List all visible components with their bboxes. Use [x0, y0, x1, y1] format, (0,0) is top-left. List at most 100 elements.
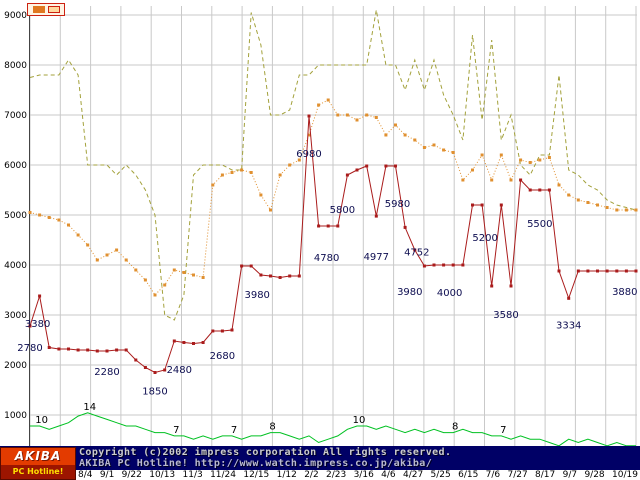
legend-mark-average: [32, 6, 45, 13]
average-price-marker: [240, 168, 244, 172]
lowest-price-marker: [451, 263, 455, 267]
x-axis-label: 9/1: [99, 470, 115, 480]
legend-mark-lowest: [47, 6, 60, 13]
legend-badge: [27, 3, 65, 16]
lowest-price-marker: [471, 203, 474, 207]
average-price-marker: [374, 116, 378, 119]
average-price-marker: [557, 183, 561, 187]
x-axis-label: 10/13: [149, 470, 176, 480]
x-axis-label: 11/24: [210, 470, 236, 480]
lowest-price-marker: [528, 188, 532, 192]
average-price-marker: [567, 193, 571, 197]
average-price-marker: [499, 153, 503, 157]
price-label: 6980: [296, 149, 321, 160]
lowest-price-marker: [86, 348, 90, 352]
average-price-marker: [586, 201, 590, 204]
lowest-price-marker: [297, 274, 301, 278]
average-price-marker: [163, 283, 167, 287]
lowest-price-marker: [624, 269, 628, 273]
price-label: 3580: [493, 310, 518, 321]
copyright-bar: [0, 446, 640, 470]
lowest-price-marker: [374, 214, 378, 218]
price-label: 5200: [472, 233, 497, 244]
x-axis-label: 9/22: [121, 470, 142, 480]
price-label: 3334: [556, 320, 581, 331]
copyright-text: Copyright (c)2002 impress corporation Al…: [79, 447, 452, 458]
y-axis-label: 7000: [4, 111, 27, 121]
average-price-marker: [326, 98, 330, 102]
lowest-price-marker: [355, 168, 359, 172]
average-price-line: [29, 99, 636, 296]
lowest-price-marker: [124, 348, 128, 352]
lowest-price-line: [29, 115, 636, 374]
lowest-price-marker: [153, 371, 157, 374]
lowest-price-marker: [307, 114, 311, 118]
lowest-price-marker: [163, 368, 167, 372]
price-label: 1850: [142, 387, 167, 398]
average-price-marker: [38, 213, 42, 217]
x-axis-label: 9/7: [562, 470, 578, 480]
price-label: 4000: [437, 288, 462, 299]
lowest-price-marker: [105, 349, 109, 353]
price-label: 2280: [94, 367, 119, 378]
average-price-marker: [211, 183, 215, 187]
average-price-marker: [345, 113, 349, 117]
average-price-marker: [528, 161, 532, 164]
lowest-price-marker: [384, 164, 388, 168]
lowest-price-marker: [596, 269, 599, 273]
shop-count-label: 8: [452, 422, 458, 433]
lowest-price-marker: [394, 164, 397, 168]
x-axis-label: 11/3: [182, 470, 203, 480]
average-price-marker: [115, 248, 119, 252]
lowest-price-marker: [586, 269, 590, 273]
average-price-marker: [394, 123, 397, 127]
akiba-pc-hotline-logo: AKIBA PC Hotline!: [0, 447, 76, 480]
lowest-price-marker: [490, 284, 494, 288]
lowest-price-marker: [220, 329, 224, 333]
lowest-price-marker: [365, 164, 369, 168]
average-price-marker: [192, 273, 195, 277]
lowest-price-marker: [182, 341, 186, 344]
price-label: 4780: [314, 253, 339, 264]
average-price-marker: [538, 158, 542, 162]
price-label: 3980: [244, 290, 269, 301]
average-price-marker: [124, 258, 128, 262]
x-axis-label: 7/27: [507, 470, 528, 480]
price-label: 2680: [210, 351, 235, 362]
average-price-marker: [153, 293, 157, 297]
x-axis-label: 12/15: [243, 470, 270, 480]
price-label: 3980: [397, 287, 422, 298]
average-price-marker: [519, 158, 523, 162]
x-axis-label: 5/25: [430, 470, 451, 480]
average-price-marker: [413, 138, 417, 142]
lowest-price-marker: [605, 269, 609, 273]
average-price-marker: [509, 178, 513, 182]
lowest-price-marker: [57, 347, 61, 351]
average-price-marker: [259, 193, 263, 197]
x-axis-label: 7/6: [485, 470, 501, 480]
lowest-price-marker: [115, 348, 119, 352]
logo-pc-hotline-text: PC Hotline!: [1, 465, 75, 479]
average-price-marker: [634, 208, 638, 212]
x-axis-label: 4/27: [402, 470, 424, 480]
average-price-marker: [576, 198, 580, 202]
lowest-price-marker: [345, 173, 349, 177]
average-price-marker: [86, 243, 90, 247]
lowest-price-marker: [143, 366, 147, 369]
lowest-price-marker: [557, 269, 561, 273]
lowest-price-marker: [403, 225, 407, 229]
average-price-marker: [134, 268, 138, 272]
lowest-price-marker: [211, 329, 215, 333]
average-price-marker: [365, 113, 369, 117]
average-price-marker: [547, 156, 551, 159]
lowest-price-marker: [509, 284, 513, 288]
lowest-price-marker: [28, 324, 32, 328]
x-axis-label: 1/12: [276, 470, 297, 480]
lowest-price-marker: [201, 341, 205, 344]
lowest-price-marker: [336, 224, 340, 228]
y-axis-label: 9000: [4, 11, 27, 21]
x-axis-label: 9/28: [584, 470, 605, 480]
average-price-marker: [278, 173, 282, 177]
average-price-marker: [95, 258, 99, 262]
lowest-price-marker: [576, 269, 580, 273]
